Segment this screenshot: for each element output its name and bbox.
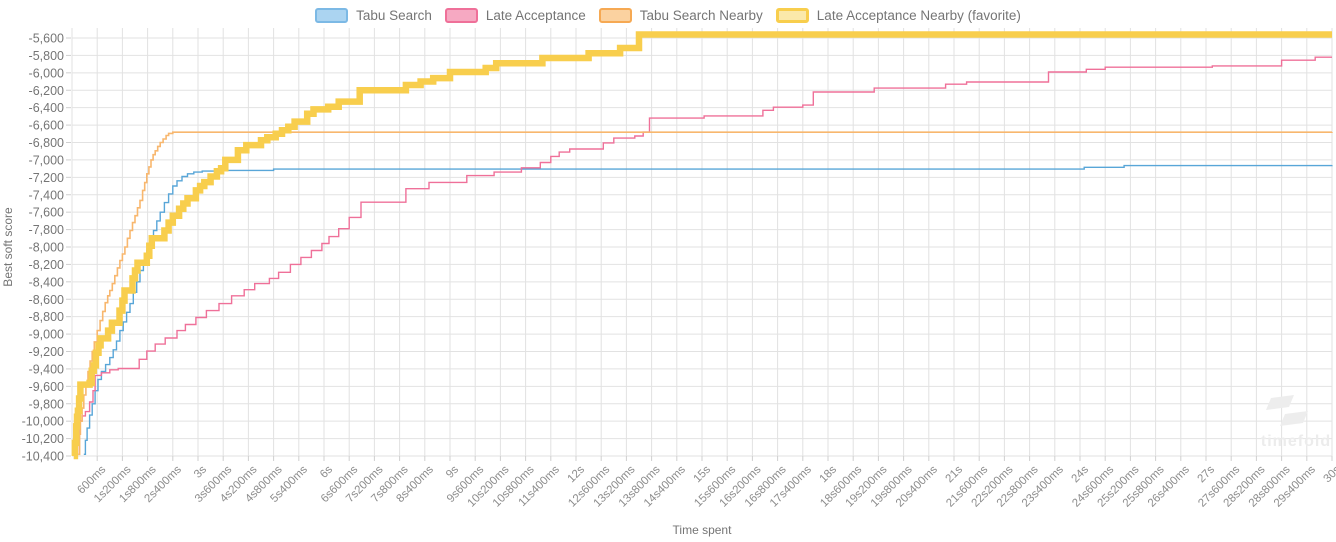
axis-ticks xyxy=(66,37,1333,461)
y-tick-label: -8,400 xyxy=(29,275,64,289)
y-tick-label: -7,200 xyxy=(29,171,64,185)
y-tick-label: -7,600 xyxy=(29,206,64,220)
legend-label: Late Acceptance Nearby (favorite) xyxy=(816,8,1021,23)
x-tick-label: 6s xyxy=(318,463,335,480)
legend-swatch xyxy=(775,8,809,23)
x-tick-label: 9s xyxy=(444,463,461,480)
x-tick-label: 24s xyxy=(1070,463,1092,485)
series-line-late-acceptance-nearby-favorite xyxy=(71,31,1332,460)
y-tick-label: -6,800 xyxy=(29,136,64,150)
x-axis-title: Time spent xyxy=(673,523,733,537)
x-tick-label: 15s xyxy=(692,463,714,485)
y-tick-label: -8,800 xyxy=(29,310,64,324)
legend-label: Late Acceptance xyxy=(485,8,586,23)
y-tick-label: -6,600 xyxy=(29,119,64,133)
timefold-logo-icon xyxy=(1280,411,1308,426)
y-tick-label: -9,600 xyxy=(29,380,64,394)
legend-label: Tabu Search xyxy=(356,8,432,23)
y-tick-label: -8,000 xyxy=(29,241,64,255)
x-tick-label: 3s xyxy=(192,463,209,480)
y-tick-label: -6,400 xyxy=(29,101,64,115)
series-line-tabu-search xyxy=(83,164,1333,455)
legend: Tabu Search Late Acceptance Tabu Search Ne… xyxy=(0,8,1336,23)
y-tick-label: -10,400 xyxy=(22,450,64,464)
y-tick-label: -7,400 xyxy=(29,188,64,202)
y-tick-label: -9,200 xyxy=(29,345,64,359)
y-tick-label: -9,000 xyxy=(29,328,64,342)
series-line-late-acceptance xyxy=(76,56,1332,455)
y-axis-title: Best soft score xyxy=(1,207,15,287)
y-tick-label: -8,600 xyxy=(29,293,64,307)
timefold-logo-icon xyxy=(1266,395,1294,410)
legend-label: Tabu Search Nearby xyxy=(639,8,763,23)
y-tick-label: -10,000 xyxy=(22,415,64,429)
y-tick-label: -7,000 xyxy=(29,153,64,167)
legend-swatch xyxy=(598,8,632,23)
legend-item-late-acceptance[interactable]: Late Acceptance xyxy=(444,8,586,23)
y-tick-label: -9,400 xyxy=(29,362,64,376)
y-tick-label: -6,200 xyxy=(29,84,64,98)
legend-item-tabu-search-nearby[interactable]: Tabu Search Nearby xyxy=(598,8,763,23)
timefold-watermark: timefold xyxy=(1261,395,1331,450)
y-tick-label: -5,800 xyxy=(29,49,64,63)
x-tick-label: 18s xyxy=(818,463,840,485)
x-tick-label: 12s xyxy=(566,463,588,485)
x-tick-label: 21s xyxy=(944,463,966,485)
legend-item-tabu-search[interactable]: Tabu Search xyxy=(315,8,432,23)
y-tick-label: -6,000 xyxy=(29,66,64,80)
data-series xyxy=(71,31,1333,460)
x-tick-label: 27s xyxy=(1196,463,1218,485)
y-tick-label: -5,600 xyxy=(29,32,64,46)
y-tick-label: -7,800 xyxy=(29,223,64,237)
legend-swatch xyxy=(315,8,349,23)
y-tick-label: -10,200 xyxy=(22,432,64,446)
grid-lines xyxy=(71,28,1333,457)
y-tick-label: -9,800 xyxy=(29,397,64,411)
x-tick-label: 30s xyxy=(1322,463,1336,485)
watermark-text: timefold xyxy=(1261,433,1331,450)
legend-swatch xyxy=(444,8,478,23)
legend-item-late-acceptance-nearby-favorite[interactable]: Late Acceptance Nearby (favorite) xyxy=(775,8,1021,23)
series-line-tabu-search-nearby xyxy=(78,131,1333,456)
y-tick-label: -8,200 xyxy=(29,258,64,272)
